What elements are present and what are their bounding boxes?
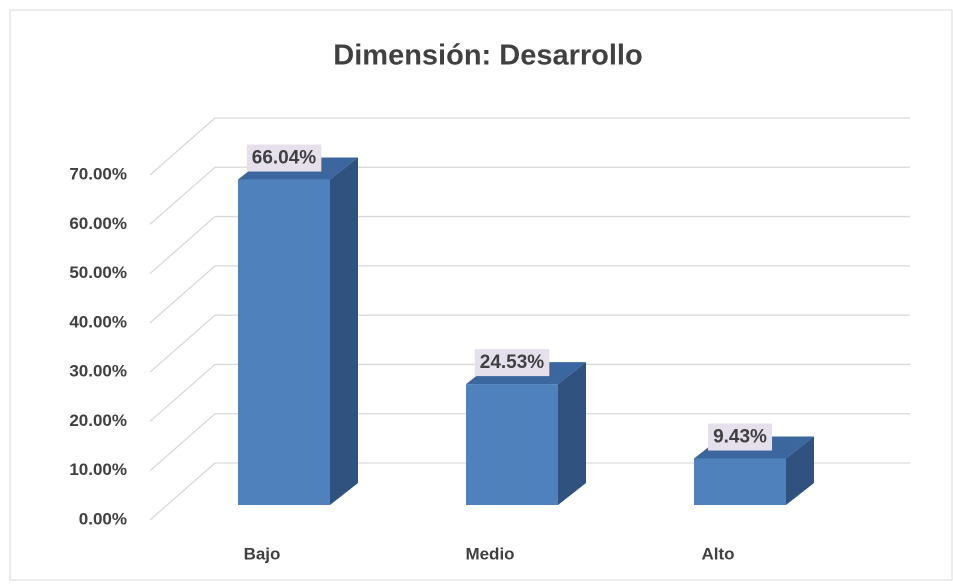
grid-line: [149, 265, 910, 324]
data-label: 9.43%: [713, 427, 767, 448]
grid-line: [149, 413, 910, 472]
bar-side: [330, 157, 358, 505]
y-tick-label: 40.00%: [69, 312, 127, 331]
x-tick-label: Medio: [465, 544, 514, 563]
bar: [694, 458, 786, 505]
grid-line: [149, 166, 910, 225]
x-tick-label: Bajo: [244, 544, 281, 563]
y-tick-label: 60.00%: [69, 214, 127, 233]
bar: [238, 179, 330, 505]
data-label: 24.53%: [480, 352, 545, 373]
y-tick-label: 0.00%: [79, 509, 127, 528]
grid-line: [149, 215, 910, 275]
data-label-box: [474, 349, 550, 377]
y-tick-label: 20.00%: [69, 411, 127, 430]
data-label-box: [708, 423, 773, 451]
grid-line: [149, 462, 910, 521]
data-label: 66.04%: [252, 148, 317, 169]
y-tick-label: 10.00%: [69, 460, 127, 479]
bar: [466, 384, 558, 505]
x-tick-label: Alto: [701, 544, 734, 563]
y-tick-label: 50.00%: [69, 263, 127, 282]
chart-title: Dimensión: Desarrollo: [333, 40, 642, 72]
bar-side: [786, 436, 814, 505]
y-tick-label: 70.00%: [69, 164, 127, 183]
grid-line: [149, 117, 910, 176]
data-label-box: [246, 144, 322, 172]
grid-line: [149, 314, 910, 373]
bar-side: [558, 362, 586, 505]
grid-line: [149, 363, 910, 422]
y-tick-label: 30.00%: [69, 362, 127, 381]
